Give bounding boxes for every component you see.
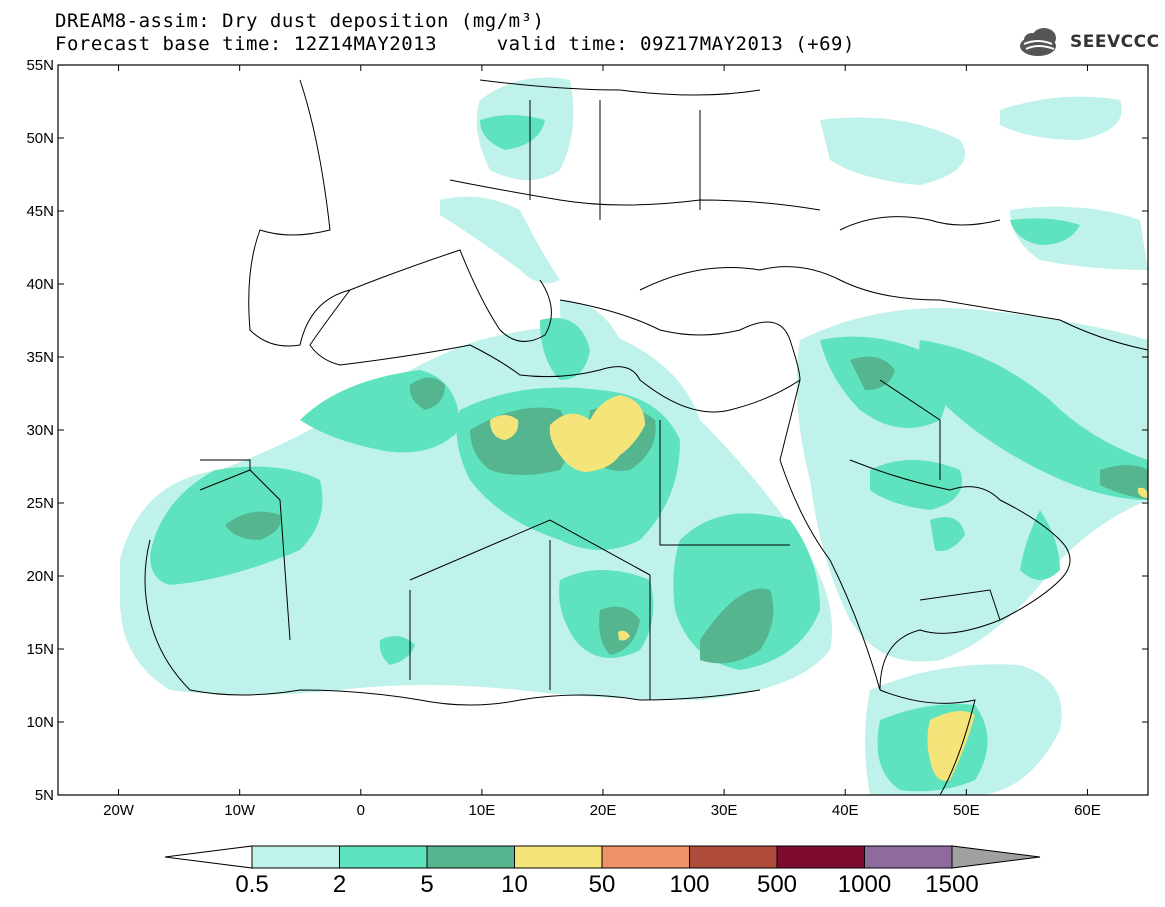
colorbar-segment: [339, 845, 428, 869]
lat-label: 15N: [26, 641, 54, 658]
colorbar-segment: [776, 845, 865, 869]
lon-label: 20E: [590, 802, 617, 819]
colorbar-segment: [864, 845, 953, 869]
lat-label: 45N: [26, 203, 54, 220]
lon-label: 0: [357, 802, 365, 819]
lat-label: 10N: [26, 714, 54, 731]
seevccc-logo: [1020, 28, 1056, 56]
colorbar-label: 10: [501, 871, 528, 898]
colorbar-label: 1500: [925, 871, 978, 898]
coastlines-borders: [144, 79, 1148, 795]
colorbar-segment: [251, 845, 340, 869]
forecast-time-subtitle: Forecast base time: 12Z14MAY2013 valid t…: [55, 33, 855, 55]
lat-label: 40N: [26, 276, 54, 293]
lat-label: 30N: [26, 422, 54, 439]
colorbar-label: 1000: [838, 871, 891, 898]
colorbar-segment: [426, 845, 515, 869]
lon-label: 10E: [469, 802, 496, 819]
lat-label: 5N: [35, 787, 54, 804]
colorbar-label: 50: [589, 871, 616, 898]
colorbar-label: 0.5: [235, 871, 268, 898]
lat-label: 50N: [26, 130, 54, 147]
colorbar-label: 500: [757, 871, 797, 898]
lon-label: 10W: [224, 802, 256, 819]
colorbar-label: 2: [333, 871, 346, 898]
longitude-labels: 20W 10W 0 10E 20E 30E 40E 50E 60E: [103, 802, 1101, 819]
axis-ticks: [58, 64, 1148, 796]
logo-text: SEEVCCC: [1070, 32, 1160, 52]
lat-label: 20N: [26, 568, 54, 585]
colorbar-segment: [514, 845, 603, 869]
lat-label: 55N: [26, 57, 54, 74]
colorbar-labels: 0.5 2 5 10 50 100 500 1000 1500: [235, 871, 978, 898]
colorbar-label: 100: [669, 871, 709, 898]
map-title: DREAM8-assim: Dry dust deposition (mg/m³…: [55, 10, 545, 32]
lat-label: 35N: [26, 349, 54, 366]
lon-label: 20W: [103, 802, 135, 819]
colorbar-segment: [689, 845, 778, 869]
lon-label: 30E: [711, 802, 738, 819]
colorbar-segment: [951, 845, 1041, 869]
colorbar: [164, 845, 1041, 869]
lon-label: 60E: [1074, 802, 1101, 819]
latitude-labels: 55N 50N 45N 40N 35N 30N 25N 20N 15N 10N 5N: [26, 57, 54, 804]
cloud-icon: [1020, 28, 1056, 56]
colorbar-label: 5: [420, 871, 433, 898]
map-field: [120, 77, 1148, 795]
deposition-level-10: [490, 395, 1148, 781]
lat-label: 25N: [26, 495, 54, 512]
lon-label: 40E: [832, 802, 859, 819]
lon-label: 50E: [953, 802, 980, 819]
colorbar-segment: [601, 845, 690, 869]
colorbar-segment: [164, 845, 253, 869]
